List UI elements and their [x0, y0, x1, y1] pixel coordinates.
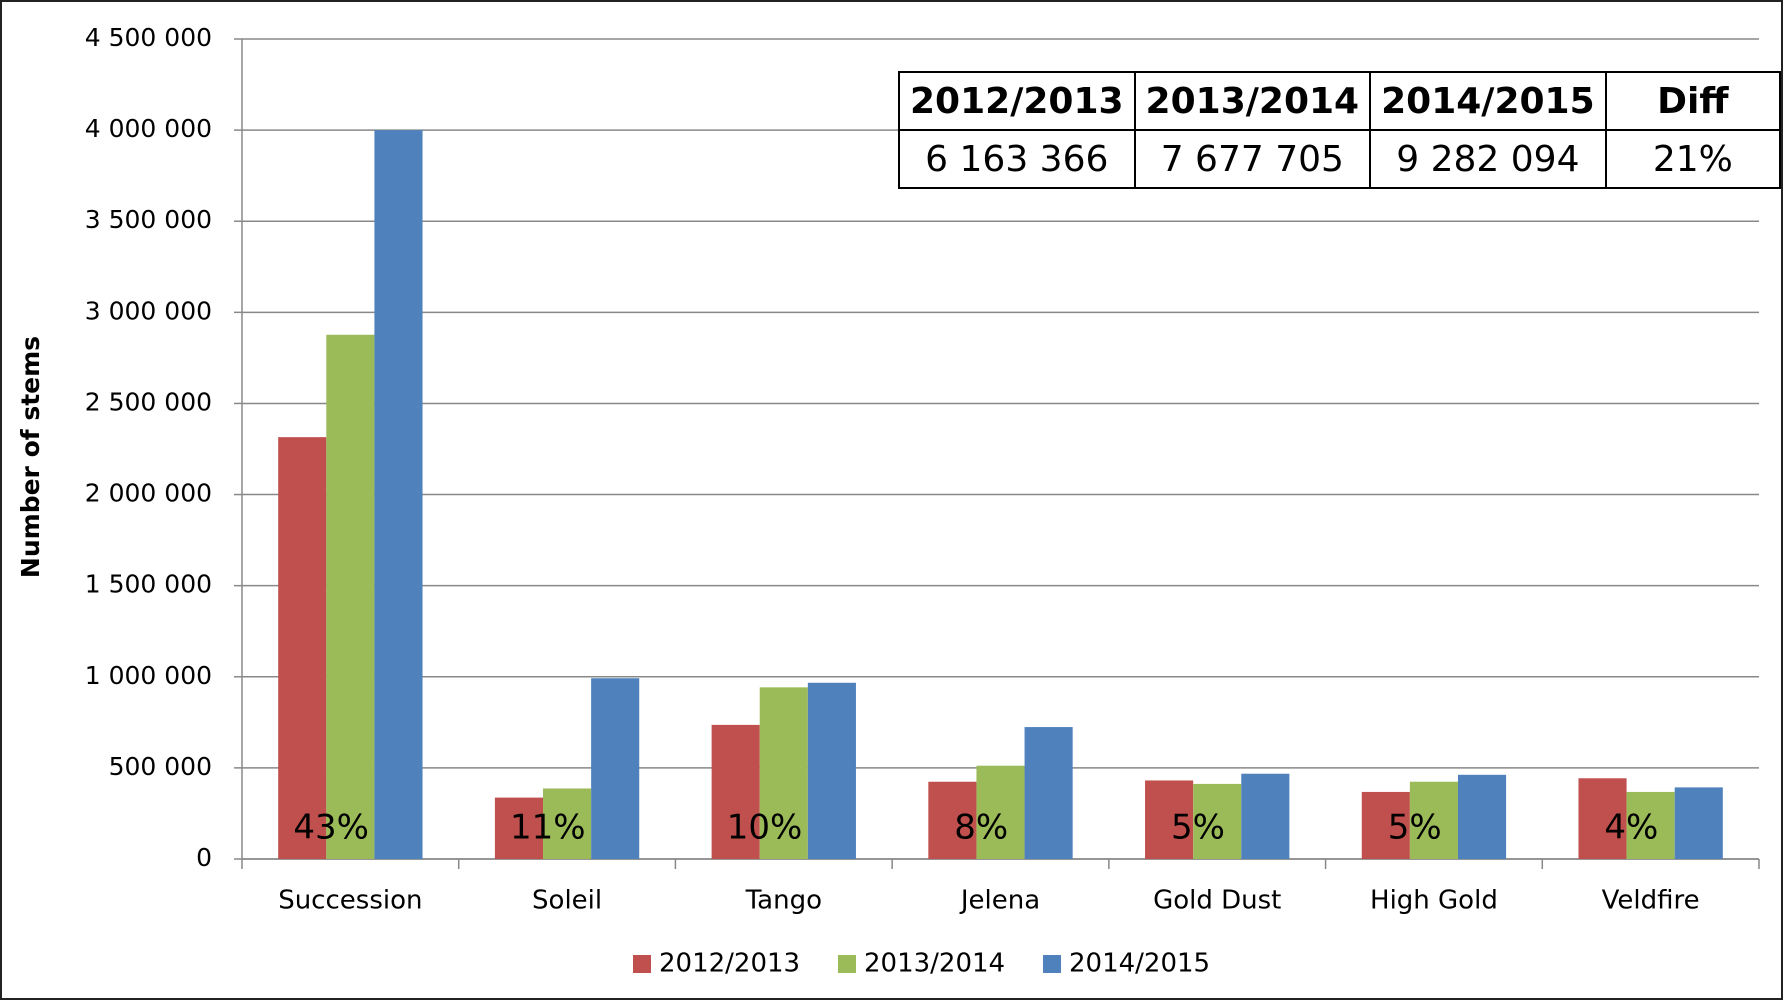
y-tick-label: 2 500 000: [85, 387, 212, 416]
bar: [711, 724, 760, 859]
y-tick-label: 1 000 000: [85, 661, 212, 690]
legend-label: 2014/2015: [1069, 949, 1210, 979]
x-tick-label: Gold Dust: [1153, 886, 1281, 916]
y-tick-label: 4 000 000: [85, 114, 212, 143]
table-cell: Diff: [1604, 71, 1781, 131]
x-tick-label: Tango: [745, 886, 822, 916]
share-label: 11%: [510, 808, 586, 848]
bar: [1578, 778, 1627, 859]
bar: [928, 781, 977, 859]
bar: [543, 788, 592, 859]
legend-label: 2012/2013: [659, 949, 800, 979]
bar: [976, 765, 1025, 859]
bar: [1024, 727, 1073, 859]
bar: [1145, 780, 1194, 859]
legend-swatch: [838, 955, 856, 973]
bar: [494, 797, 544, 859]
table-cell: 21%: [1604, 129, 1781, 189]
y-tick-label: 4 500 000: [85, 23, 212, 52]
table-cell: 6 163 366: [898, 129, 1136, 189]
bar: [1626, 791, 1675, 859]
x-tick-label: Veldfire: [1602, 886, 1700, 916]
x-tick-label: High Gold: [1370, 886, 1498, 916]
y-tick-label: 3 500 000: [85, 205, 212, 234]
share-label: 8%: [954, 808, 1008, 848]
table-cell: 9 282 094: [1369, 129, 1607, 189]
bar: [1193, 783, 1242, 859]
legend-swatch: [633, 955, 651, 973]
legend-label: 2013/2014: [864, 949, 1005, 979]
y-tick-label: 3 000 000: [85, 296, 212, 325]
share-label: 10%: [727, 808, 803, 848]
y-tick-label: 2 000 000: [85, 479, 212, 508]
bar: [326, 334, 375, 859]
share-label: 5%: [1171, 808, 1225, 848]
table-row: 6 163 366 7 677 705 9 282 094 21%: [898, 129, 1781, 189]
table-cell: 2013/2014: [1133, 71, 1372, 131]
bar: [1457, 774, 1507, 859]
y-tick-label: 0: [196, 843, 212, 872]
table-cell: 2014/2015: [1369, 71, 1607, 131]
table-row: 2012/2013 2013/2014 2014/2015 Diff: [898, 71, 1781, 131]
bar: [1409, 781, 1458, 859]
summary-table: 2012/2013 2013/2014 2014/2015 Diff 6 163 366…: [898, 71, 1781, 189]
y-axis-title: Number of stems: [16, 336, 45, 578]
bar: [807, 682, 856, 859]
bar: [1241, 773, 1290, 859]
x-tick-label: Jelena: [959, 886, 1040, 916]
share-label: 4%: [1604, 808, 1658, 848]
bar: [278, 437, 327, 859]
bar: [759, 687, 808, 859]
x-tick-label: Soleil: [532, 886, 602, 916]
bar: [1361, 791, 1410, 859]
x-tick-label: Succession: [278, 886, 422, 916]
legend-swatch: [1043, 955, 1061, 973]
table-cell: 2012/2013: [898, 71, 1136, 131]
bar: [1674, 787, 1723, 859]
bar: [591, 678, 640, 859]
y-tick-label: 1 500 000: [85, 570, 212, 599]
bar: [374, 130, 423, 860]
share-label: 43%: [293, 808, 369, 848]
y-tick-label: 500 000: [109, 752, 212, 781]
table-cell: 7 677 705: [1133, 129, 1372, 189]
share-label: 5%: [1388, 808, 1442, 848]
